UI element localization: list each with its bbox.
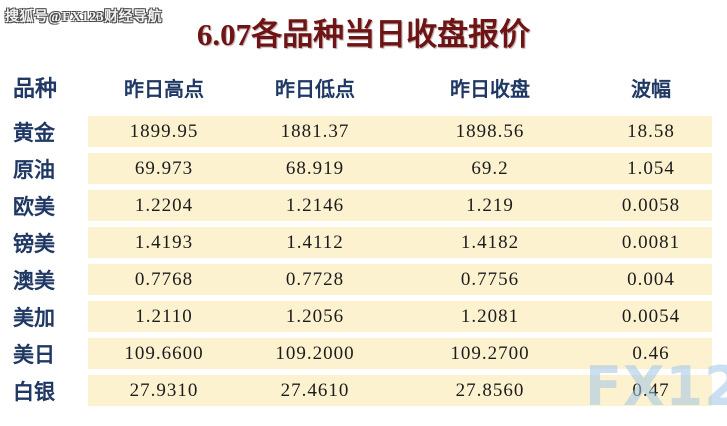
prev-close-value: 1898.56 xyxy=(390,116,590,147)
range-value: 0.0081 xyxy=(590,227,712,258)
product-name: 欧美 xyxy=(0,190,88,221)
prev-high-value: 1.2110 xyxy=(88,301,240,332)
range-value: 0.0058 xyxy=(590,190,712,221)
product-name: 镑美 xyxy=(0,227,88,258)
prev-high-value: 109.6600 xyxy=(88,338,240,369)
prev-close-value: 1.219 xyxy=(390,190,590,221)
table-row: 白银 27.9310 27.4610 27.8560 0.47 xyxy=(0,375,712,406)
table-row: 美日 109.6600 109.2000 109.2700 0.46 xyxy=(0,338,712,369)
sohu-account-watermark: 搜狐号@FX123财经导航 xyxy=(5,10,163,25)
product-name: 美日 xyxy=(0,338,88,369)
range-value: 0.0054 xyxy=(590,301,712,332)
column-header-prev-high: 昨日高点 xyxy=(124,78,204,101)
product-name: 澳美 xyxy=(0,264,88,295)
table-header-row: 品种 昨日高点 昨日低点 昨日收盘 波幅 xyxy=(0,71,712,102)
prev-high-value: 27.9310 xyxy=(88,375,240,406)
prev-high-value: 0.7768 xyxy=(88,264,240,295)
table-row: 原油 69.973 68.919 69.2 1.054 xyxy=(0,153,712,184)
product-name: 原油 xyxy=(0,153,88,184)
prev-high-value: 1.4193 xyxy=(88,227,240,258)
prev-low-value: 68.919 xyxy=(240,153,390,184)
product-name: 美加 xyxy=(0,301,88,332)
prev-low-value: 1.4112 xyxy=(240,227,390,258)
prev-high-value: 1899.95 xyxy=(88,116,240,147)
column-header-range: 波幅 xyxy=(631,78,671,101)
prev-low-value: 109.2000 xyxy=(240,338,390,369)
table-row: 欧美 1.2204 1.2146 1.219 0.0058 xyxy=(0,190,712,221)
column-header-product: 品种 xyxy=(13,76,58,101)
table-body: 黄金 1899.95 1881.37 1898.56 18.58 原油 69.9… xyxy=(0,116,712,406)
prev-close-value: 27.8560 xyxy=(390,375,590,406)
prev-close-value: 69.2 xyxy=(390,153,590,184)
prev-low-value: 1881.37 xyxy=(240,116,390,147)
prev-low-value: 1.2056 xyxy=(240,301,390,332)
product-name: 黄金 xyxy=(0,116,88,147)
prev-high-value: 1.2204 xyxy=(88,190,240,221)
prev-close-value: 109.2700 xyxy=(390,338,590,369)
prev-close-value: 1.4182 xyxy=(390,227,590,258)
prev-low-value: 27.4610 xyxy=(240,375,390,406)
prev-close-value: 0.7756 xyxy=(390,264,590,295)
range-value: 0.004 xyxy=(590,264,712,295)
column-header-prev-low: 昨日低点 xyxy=(275,78,355,101)
page-title: 6.07各品种当日收盘报价 xyxy=(196,17,531,52)
table-row: 美加 1.2110 1.2056 1.2081 0.0054 xyxy=(0,301,712,332)
product-name: 白银 xyxy=(0,375,88,406)
column-header-prev-close: 昨日收盘 xyxy=(450,78,530,101)
range-value: 0.46 xyxy=(590,338,712,369)
prev-close-value: 1.2081 xyxy=(390,301,590,332)
range-value: 0.47 xyxy=(590,375,712,406)
table-row: 黄金 1899.95 1881.37 1898.56 18.58 xyxy=(0,116,712,147)
table-row: 镑美 1.4193 1.4112 1.4182 0.0081 xyxy=(0,227,712,258)
prev-high-value: 69.973 xyxy=(88,153,240,184)
range-value: 1.054 xyxy=(590,153,712,184)
table-row: 澳美 0.7768 0.7728 0.7756 0.004 xyxy=(0,264,712,295)
range-value: 18.58 xyxy=(590,116,712,147)
prev-low-value: 1.2146 xyxy=(240,190,390,221)
prev-low-value: 0.7728 xyxy=(240,264,390,295)
